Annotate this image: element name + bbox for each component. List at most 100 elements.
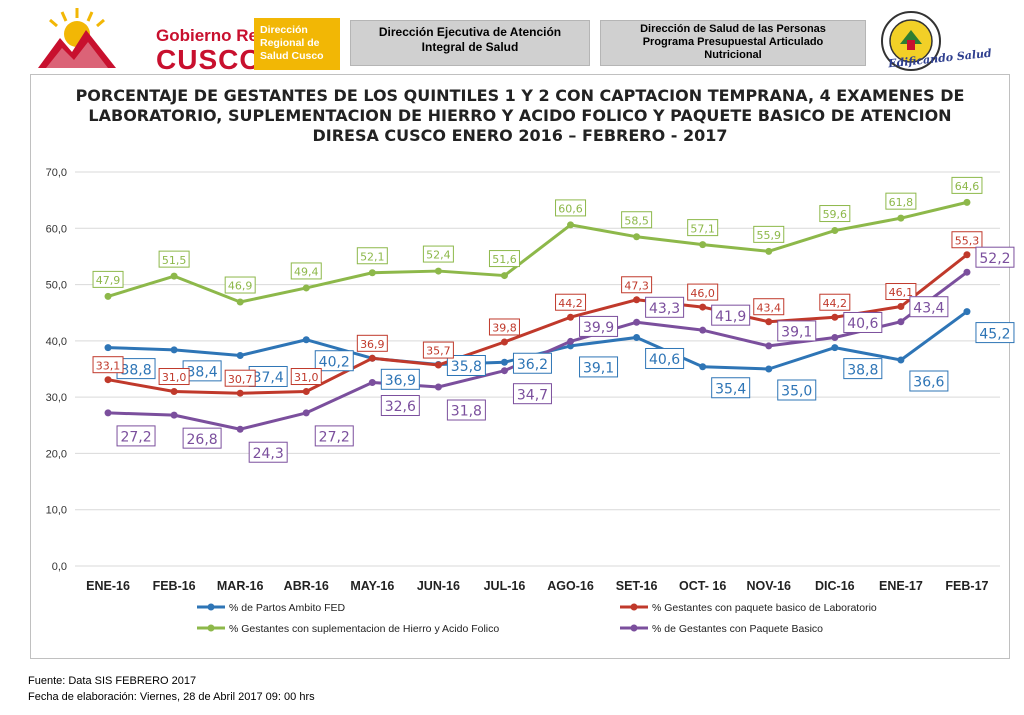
data-label-box — [314, 425, 354, 447]
y-tick-label: 50,0 — [46, 280, 67, 292]
data-label-box — [158, 250, 190, 268]
data-point — [500, 338, 508, 346]
series-line — [107, 200, 968, 304]
machu-picchu-emblem-icon — [38, 8, 116, 68]
x-tick-label: NOV-16 — [747, 579, 792, 593]
x-tick-label: AGO-16 — [547, 579, 594, 593]
data-label-box — [621, 211, 653, 229]
data-label-box — [885, 283, 917, 301]
data-label: 34,7 — [517, 387, 548, 403]
data-point — [236, 389, 244, 397]
data-label-box — [579, 356, 619, 378]
y-tick-label: 60,0 — [46, 223, 67, 235]
data-label-box — [885, 192, 917, 210]
data-label: 43,4 — [757, 301, 782, 314]
data-point — [963, 268, 971, 276]
data-label: 30,7 — [228, 373, 253, 386]
data-point — [368, 354, 376, 362]
series-line — [107, 253, 968, 395]
data-point — [170, 346, 178, 354]
data-label-box — [645, 296, 685, 318]
data-label-box — [645, 347, 685, 369]
data-point — [302, 336, 310, 344]
data-label-box — [158, 368, 190, 386]
data-label: 39,1 — [583, 361, 614, 377]
data-point — [633, 296, 641, 304]
data-label: 40,6 — [649, 352, 680, 368]
y-tick-label: 20,0 — [46, 448, 67, 460]
data-label-box — [711, 304, 751, 326]
y-tick-label: 0,0 — [52, 561, 67, 573]
x-tick-label: SET-16 — [616, 579, 658, 593]
data-label-box — [488, 318, 520, 336]
x-tick-label: JUL-16 — [484, 579, 526, 593]
direccion-regional-seal-icon — [881, 11, 941, 71]
data-point — [897, 214, 905, 222]
data-label-box — [446, 399, 486, 421]
data-label-box — [512, 352, 552, 374]
data-label-box — [290, 368, 322, 386]
data-label-box — [488, 250, 520, 268]
data-label: 24,3 — [253, 446, 284, 462]
data-label: 27,2 — [120, 430, 151, 446]
data-point — [368, 269, 376, 277]
badge-line: Regional de — [260, 37, 320, 49]
x-tick-label: FEB-17 — [945, 579, 988, 593]
data-label: 45,2 — [979, 326, 1010, 342]
data-label-box — [819, 205, 851, 223]
legend-marker — [630, 624, 638, 632]
data-point — [434, 383, 442, 391]
x-tick-label: OCT- 16 — [679, 579, 726, 593]
data-point — [699, 303, 707, 311]
header-box-salud-personas: Dirección de Salud de las Personas Progr… — [600, 20, 866, 66]
data-label: 39,9 — [583, 320, 614, 336]
data-label: 61,8 — [889, 196, 914, 209]
data-label-box — [975, 246, 1015, 268]
data-label-box — [951, 176, 983, 194]
data-label-box — [314, 350, 354, 372]
data-point — [897, 303, 905, 311]
data-label: 57,1 — [690, 222, 715, 235]
data-label-box — [422, 341, 454, 359]
data-label: 47,9 — [96, 274, 121, 287]
x-tick-label: MAR-16 — [217, 579, 264, 593]
badge-line: Dirección — [260, 24, 308, 36]
data-point — [302, 388, 310, 396]
data-point — [170, 388, 178, 396]
chart-title-line: PORCENTAJE DE GESTANTES DE LOS QUINTILES… — [75, 86, 965, 105]
data-point — [434, 267, 442, 275]
header-box-line: Integral de Salud — [421, 40, 519, 54]
data-point — [633, 318, 641, 326]
footer-source: Fuente: Data SIS FEBRERO 2017 — [28, 675, 197, 687]
footer-date: Fecha de elaboración: Viernes, 28 de Abr… — [28, 691, 315, 703]
y-tick-label: 10,0 — [46, 505, 67, 517]
legend-label: % de Gestantes con Paquete Basico — [652, 623, 823, 635]
data-point — [831, 313, 839, 321]
data-point — [897, 356, 905, 364]
data-point — [236, 351, 244, 359]
data-label-box — [290, 262, 322, 280]
data-label-box — [951, 231, 983, 249]
data-label: 44,2 — [823, 297, 848, 310]
data-point — [104, 344, 112, 352]
data-label-box — [422, 245, 454, 263]
data-point — [963, 251, 971, 259]
data-point — [963, 198, 971, 206]
data-point — [104, 292, 112, 300]
data-label-box — [687, 219, 719, 237]
data-label: 39,1 — [781, 325, 812, 341]
data-label: 32,6 — [385, 399, 416, 415]
chart-title: PORCENTAJE DE GESTANTES DE LOS QUINTILES… — [30, 86, 1010, 146]
data-label: 60,6 — [558, 203, 583, 216]
x-tick-label: ABR-16 — [284, 579, 329, 593]
data-point — [104, 409, 112, 417]
y-tick-label: 30,0 — [46, 392, 67, 404]
data-point — [765, 342, 773, 350]
data-label: 31,8 — [451, 404, 482, 420]
data-point — [831, 344, 839, 352]
data-point — [831, 333, 839, 341]
y-tick-label: 40,0 — [46, 336, 67, 348]
data-label: 33,1 — [96, 359, 121, 372]
data-label: 38,8 — [847, 362, 878, 378]
